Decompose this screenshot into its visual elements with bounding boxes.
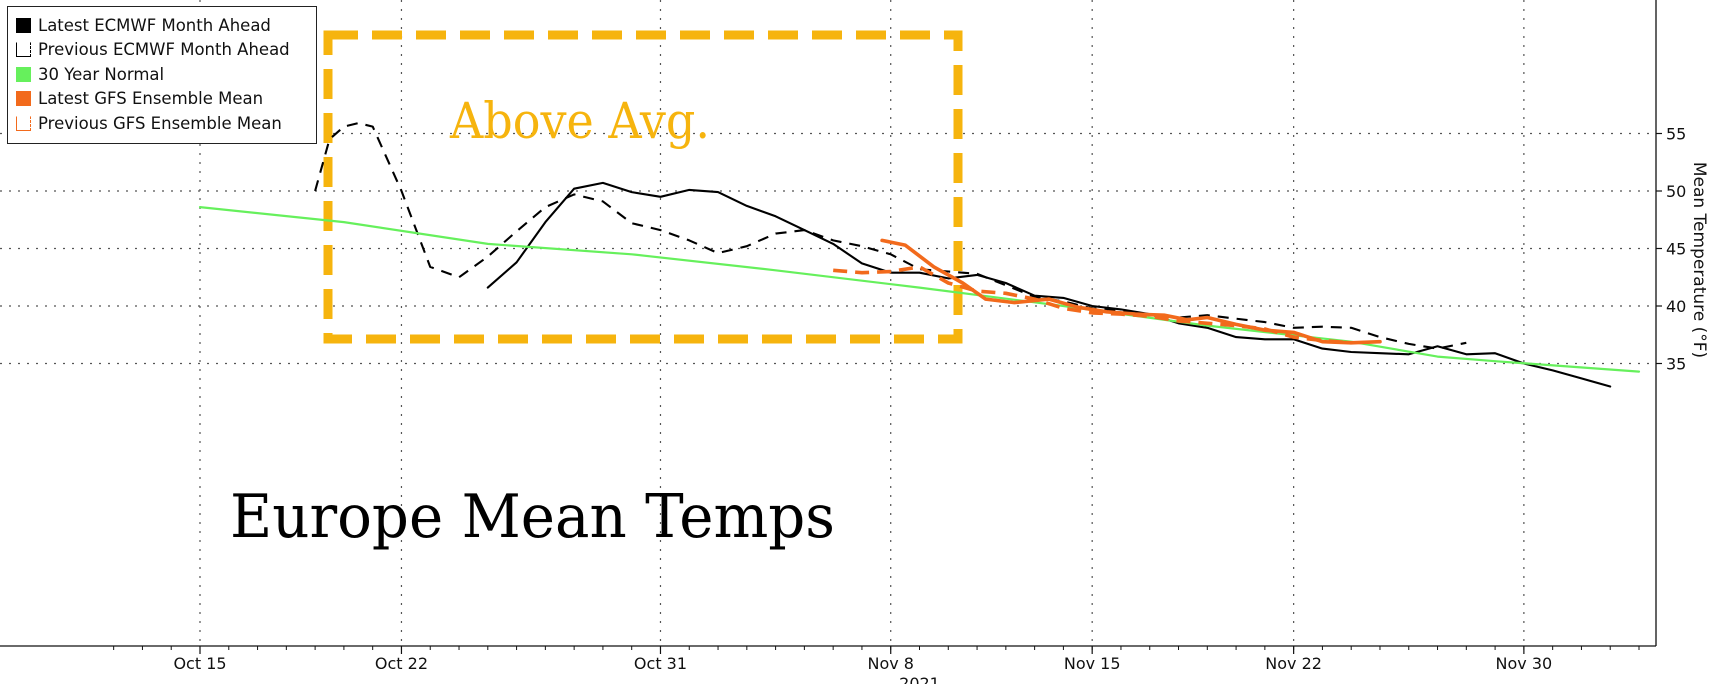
- legend-swatch: [16, 91, 31, 107]
- x-tick-label: Nov 15: [1064, 654, 1121, 673]
- x-tick-label: Nov 22: [1265, 654, 1322, 673]
- legend-swatch: [16, 17, 31, 33]
- series-line-latest-ecmwf-month-ahead: [486, 181, 1612, 388]
- y-tick-label: 45: [1666, 240, 1686, 259]
- series-line-previous-ecmwf-month-ahead: [314, 122, 1467, 350]
- legend-item: Latest ECMWF Month Ahead: [16, 13, 308, 38]
- above-average-box: [323, 30, 963, 344]
- above-average-region: [323, 30, 963, 344]
- y-tick-label: 50: [1666, 182, 1686, 201]
- series-line-30-year-normal: [198, 206, 1641, 373]
- legend-swatch: [16, 66, 31, 82]
- legend-label: 30 Year Normal: [38, 64, 165, 84]
- chart-annotations: Above Avg. Europe Mean Temps: [230, 92, 835, 552]
- legend-label: Previous ECMWF Month Ahead: [38, 40, 290, 60]
- series-lines: [198, 122, 1641, 388]
- y-tick-label: 40: [1666, 297, 1686, 316]
- series-line-previous-gfs-ensemble-mean: [833, 265, 1352, 345]
- x-tick-label: Oct 31: [634, 654, 687, 673]
- legend-item: 30 Year Normal: [16, 62, 308, 87]
- legend: Latest ECMWF Month Ahead Previous ECMWF M…: [7, 6, 317, 144]
- x-axis-title: 2021: [899, 674, 940, 684]
- x-tick-label: Oct 22: [375, 654, 428, 673]
- annotation-above-avg: Above Avg.: [449, 92, 710, 150]
- legend-swatch: [16, 115, 31, 131]
- legend-swatch: [16, 42, 31, 58]
- y-tick-label: 55: [1666, 125, 1686, 144]
- legend-label: Latest ECMWF Month Ahead: [38, 15, 271, 35]
- legend-label: Latest GFS Ensemble Mean: [38, 89, 264, 109]
- x-tick-label: Nov 30: [1496, 654, 1553, 673]
- grid: [0, 0, 1656, 646]
- x-tick-label: Oct 15: [173, 654, 226, 673]
- x-tick-label: Nov 8: [867, 654, 914, 673]
- y-axis-title: Mean Temperature (°F): [1689, 162, 1709, 358]
- y-tick-label: 35: [1666, 355, 1686, 374]
- legend-item: Previous GFS Ensemble Mean: [16, 111, 308, 136]
- legend-item: Latest GFS Ensemble Mean: [16, 87, 308, 112]
- legend-label: Previous GFS Ensemble Mean: [38, 113, 282, 133]
- chart-title: Europe Mean Temps: [230, 482, 835, 552]
- legend-item: Previous ECMWF Month Ahead: [16, 38, 308, 63]
